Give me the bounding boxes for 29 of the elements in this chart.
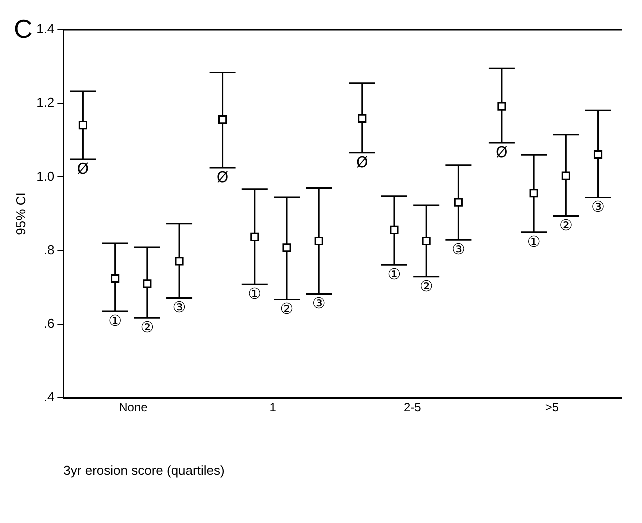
y-tick-label: 1.4	[36, 22, 55, 37]
text: ①	[527, 232, 541, 251]
text: ②	[559, 216, 573, 235]
y-tick-label: 1.2	[36, 95, 55, 110]
y-tick-label: .8	[44, 242, 55, 258]
x-tick-label: None	[119, 400, 148, 415]
x-tick-label: >5	[545, 400, 560, 415]
text: Ø	[496, 143, 508, 162]
x-tick-label: 2-5	[404, 400, 422, 415]
x-axis-title: 3yr erosion score (quartiles)	[64, 462, 225, 478]
text: ③	[312, 294, 326, 313]
text: ②	[280, 300, 294, 318]
y-tick-label: 1.0	[36, 168, 55, 184]
text: Ø	[77, 160, 90, 178]
text: ③	[172, 298, 186, 317]
text: Ø	[216, 168, 229, 186]
text: ③	[592, 198, 605, 216]
text: Ø	[356, 153, 368, 172]
text: C	[14, 14, 33, 45]
y-axis-title: 95% CI	[13, 192, 28, 236]
text: ①	[248, 285, 262, 304]
y-tick-label: .6	[44, 316, 55, 331]
text: ②	[140, 318, 154, 337]
text: ③	[452, 240, 466, 259]
text: ①	[388, 266, 402, 284]
y-tick-label: .4	[44, 390, 55, 405]
x-tick-label: 1	[270, 400, 277, 415]
text: ②	[420, 277, 434, 296]
series-label: ①	[108, 312, 122, 330]
